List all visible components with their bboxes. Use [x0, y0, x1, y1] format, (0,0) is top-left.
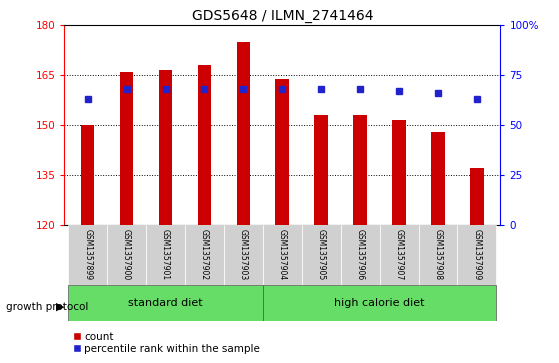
Text: ▶: ▶: [56, 302, 65, 312]
Bar: [146, 225, 185, 285]
Bar: [236, 42, 250, 225]
Text: standard diet: standard diet: [128, 298, 203, 308]
Text: GSM1357904: GSM1357904: [278, 229, 287, 281]
Bar: [263, 225, 302, 285]
Bar: [198, 65, 211, 225]
Bar: [68, 225, 107, 285]
Bar: [470, 168, 484, 225]
Bar: [392, 120, 406, 225]
Bar: [68, 285, 263, 321]
Bar: [107, 225, 146, 285]
Text: GSM1357909: GSM1357909: [472, 229, 481, 281]
Bar: [276, 79, 289, 225]
Legend: count, percentile rank within the sample: count, percentile rank within the sample: [69, 327, 264, 358]
Text: GSM1357908: GSM1357908: [434, 229, 443, 281]
Text: GSM1357905: GSM1357905: [317, 229, 326, 281]
Text: GSM1357899: GSM1357899: [83, 229, 92, 281]
Bar: [185, 225, 224, 285]
Bar: [457, 225, 496, 285]
Bar: [419, 225, 457, 285]
Text: GSM1357906: GSM1357906: [356, 229, 364, 281]
Bar: [81, 125, 94, 225]
Title: GDS5648 / ILMN_2741464: GDS5648 / ILMN_2741464: [192, 9, 373, 23]
Bar: [431, 132, 445, 225]
Text: GSM1357901: GSM1357901: [161, 229, 170, 281]
Bar: [224, 225, 263, 285]
Text: high calorie diet: high calorie diet: [334, 298, 425, 308]
Bar: [159, 70, 172, 225]
Text: GSM1357900: GSM1357900: [122, 229, 131, 281]
Bar: [380, 225, 419, 285]
Bar: [120, 72, 134, 225]
Text: GSM1357903: GSM1357903: [239, 229, 248, 281]
Bar: [340, 225, 380, 285]
Text: growth protocol: growth protocol: [6, 302, 88, 312]
Bar: [263, 285, 496, 321]
Bar: [314, 115, 328, 225]
Bar: [302, 225, 340, 285]
Text: GSM1357907: GSM1357907: [395, 229, 404, 281]
Text: GSM1357902: GSM1357902: [200, 229, 209, 281]
Bar: [353, 115, 367, 225]
